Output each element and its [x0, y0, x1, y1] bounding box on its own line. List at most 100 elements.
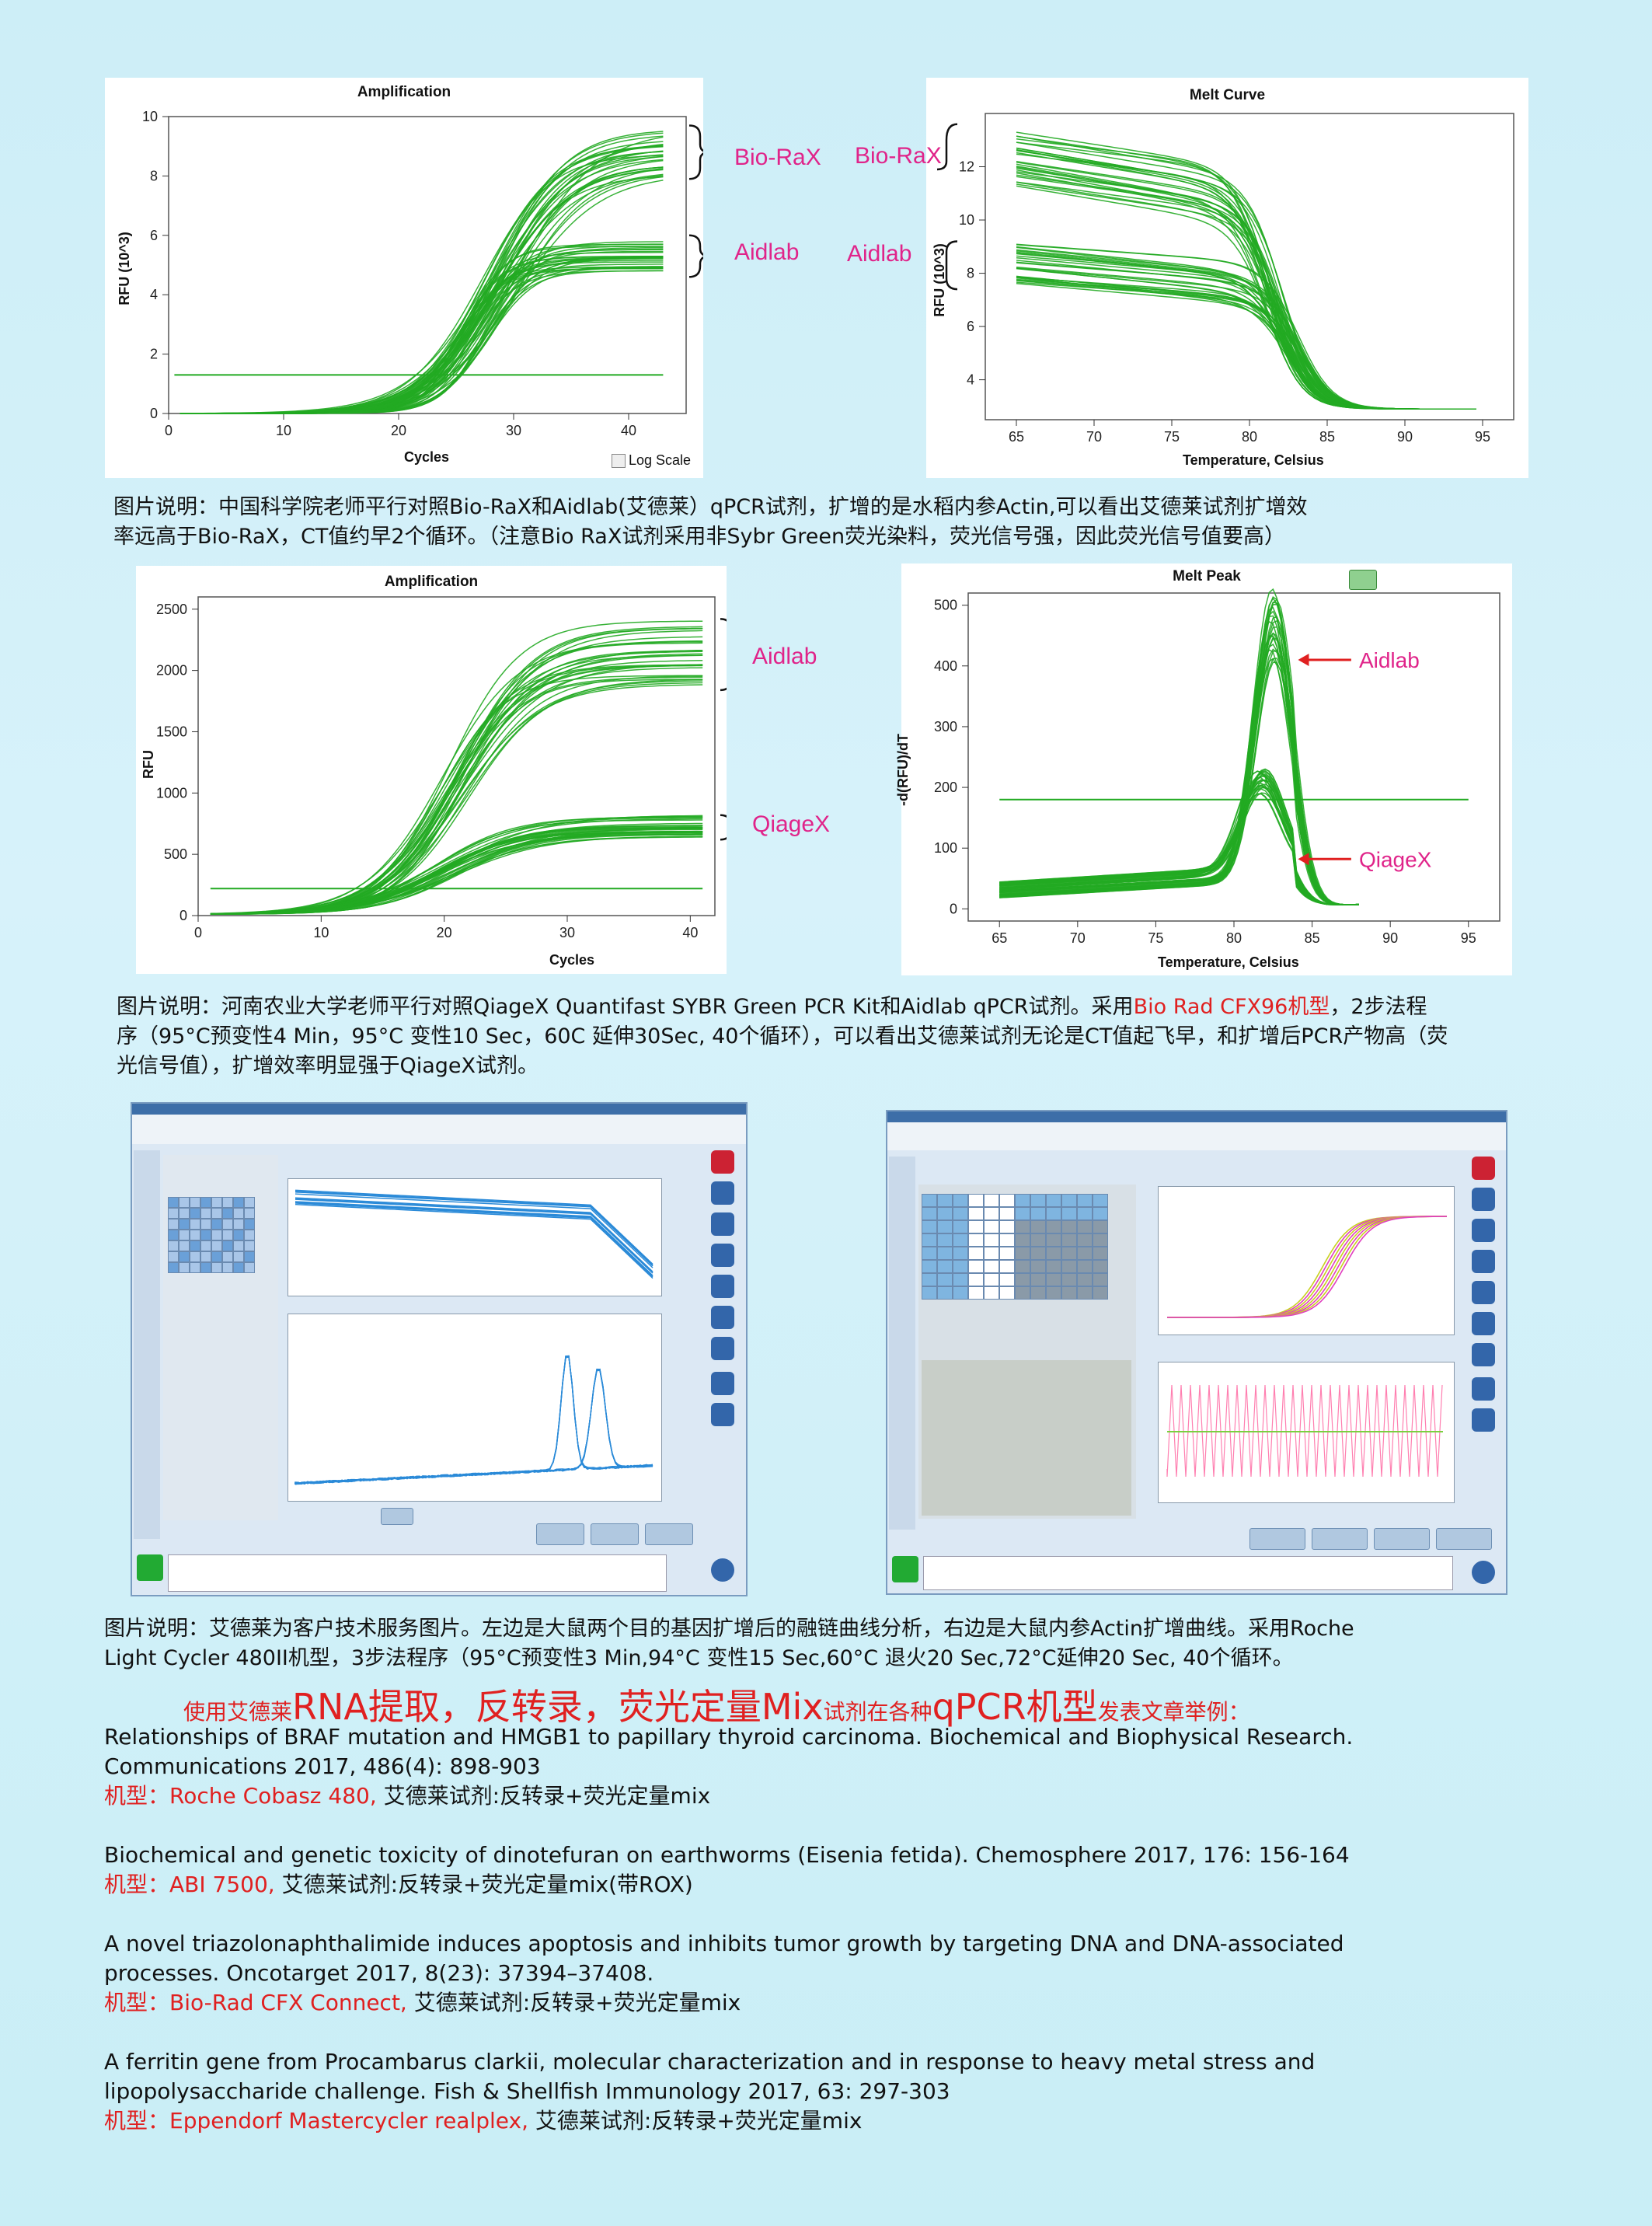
plate-well[interactable] [1061, 1286, 1077, 1300]
plate-well[interactable] [211, 1219, 222, 1230]
plate-well[interactable] [179, 1230, 190, 1240]
plate-well[interactable] [1030, 1194, 1046, 1207]
plate-well[interactable] [984, 1260, 999, 1273]
plate-well[interactable] [244, 1240, 255, 1251]
plate-well[interactable] [984, 1273, 999, 1286]
ss2-tool-icon-5[interactable] [1472, 1408, 1495, 1432]
plate-well[interactable] [1015, 1233, 1030, 1247]
plate-well[interactable] [1093, 1194, 1108, 1207]
plate-well[interactable] [922, 1286, 937, 1300]
plate-well[interactable] [922, 1247, 937, 1260]
plate-well[interactable] [179, 1251, 190, 1262]
plate-well[interactable] [1077, 1220, 1093, 1233]
plate-well[interactable] [1077, 1207, 1093, 1220]
plate-well[interactable] [984, 1233, 999, 1247]
plate-well[interactable] [999, 1260, 1015, 1273]
plate-well[interactable] [1046, 1220, 1061, 1233]
plate-well[interactable] [937, 1194, 953, 1207]
plate-well[interactable] [179, 1219, 190, 1230]
plate-well[interactable] [211, 1208, 222, 1219]
plate-well[interactable] [222, 1262, 233, 1273]
plate-well[interactable] [179, 1208, 190, 1219]
plate-well[interactable] [953, 1220, 968, 1233]
plate-well[interactable] [1015, 1220, 1030, 1233]
plate-well[interactable] [968, 1260, 984, 1273]
plate-well[interactable] [179, 1262, 190, 1273]
plate-well[interactable] [244, 1230, 255, 1240]
plate-well[interactable] [953, 1194, 968, 1207]
ss1-tool-icon-5[interactable] [711, 1403, 734, 1426]
chart4-toolbar-icon[interactable] [1349, 570, 1377, 590]
ss1-filter-comb-button[interactable] [591, 1523, 639, 1545]
plate-well[interactable] [244, 1197, 255, 1208]
ss2-exit-icon[interactable] [1472, 1157, 1495, 1180]
plate-well[interactable] [244, 1219, 255, 1230]
plate-well[interactable] [922, 1233, 937, 1247]
ss1-tool-icon-4[interactable] [711, 1306, 734, 1329]
ss2-color-comp-button[interactable] [1249, 1528, 1305, 1550]
plate-well[interactable] [233, 1240, 244, 1251]
plate-well[interactable] [222, 1197, 233, 1208]
plate-well[interactable] [211, 1197, 222, 1208]
plate-well[interactable] [1030, 1286, 1046, 1300]
plate-well[interactable] [200, 1208, 211, 1219]
plate-well[interactable] [211, 1230, 222, 1240]
plate-well[interactable] [200, 1262, 211, 1273]
plate-well[interactable] [937, 1207, 953, 1220]
ss2-close-icon[interactable] [1472, 1343, 1495, 1366]
plate-well[interactable] [1077, 1286, 1093, 1300]
plate-well[interactable] [168, 1262, 179, 1273]
ss2-add-cycles-button[interactable] [1374, 1528, 1430, 1550]
plate-well[interactable] [968, 1286, 984, 1300]
plate-well[interactable] [968, 1233, 984, 1247]
plate-well[interactable] [179, 1240, 190, 1251]
plate-well[interactable] [937, 1247, 953, 1260]
plate-well[interactable] [999, 1286, 1015, 1300]
plate-well[interactable] [244, 1262, 255, 1273]
plate-well[interactable] [984, 1286, 999, 1300]
plate-well[interactable] [937, 1273, 953, 1286]
plate-well[interactable] [999, 1273, 1015, 1286]
plate-well[interactable] [1030, 1247, 1046, 1260]
plate-well[interactable] [200, 1240, 211, 1251]
plate-well[interactable] [200, 1230, 211, 1240]
ss1-tool-icon-1[interactable] [711, 1181, 734, 1205]
plate-well[interactable] [1093, 1260, 1108, 1273]
plate-well[interactable] [937, 1260, 953, 1273]
plate-well[interactable] [922, 1220, 937, 1233]
plate-well[interactable] [984, 1194, 999, 1207]
plate-well[interactable] [1093, 1220, 1108, 1233]
ss2-help-icon[interactable] [1472, 1561, 1495, 1584]
plate-well[interactable] [1093, 1247, 1108, 1260]
plate-well[interactable] [1030, 1273, 1046, 1286]
plate-well[interactable] [968, 1220, 984, 1233]
plate-well[interactable] [168, 1251, 179, 1262]
plate-well[interactable] [968, 1207, 984, 1220]
plate-well[interactable] [244, 1208, 255, 1219]
plate-well[interactable] [1015, 1207, 1030, 1220]
plate-well[interactable] [222, 1251, 233, 1262]
plate-well[interactable] [190, 1219, 200, 1230]
ss1-tool-icon-2[interactable] [711, 1212, 734, 1236]
ss1-help-icon[interactable] [711, 1558, 734, 1582]
plate-well[interactable] [984, 1247, 999, 1260]
plate-well[interactable] [1015, 1194, 1030, 1207]
plate-well[interactable] [1030, 1233, 1046, 1247]
plate-well[interactable] [953, 1207, 968, 1220]
plate-well[interactable] [1046, 1260, 1061, 1273]
ss2-tool-icon-3[interactable] [1472, 1250, 1495, 1273]
plate-well[interactable] [968, 1194, 984, 1207]
plate-well[interactable] [233, 1230, 244, 1240]
plate-well[interactable] [1077, 1194, 1093, 1207]
plate-well[interactable] [1015, 1247, 1030, 1260]
plate-well[interactable] [168, 1240, 179, 1251]
ss1-save-icon[interactable] [711, 1275, 734, 1298]
ss2-start-program-button[interactable] [1312, 1528, 1368, 1550]
plate-well[interactable] [222, 1240, 233, 1251]
ss2-end-program-button[interactable] [1436, 1528, 1492, 1550]
plate-well[interactable] [168, 1219, 179, 1230]
plate-well[interactable] [200, 1219, 211, 1230]
plate-well[interactable] [233, 1219, 244, 1230]
plate-well[interactable] [1046, 1194, 1061, 1207]
plate-well[interactable] [233, 1197, 244, 1208]
